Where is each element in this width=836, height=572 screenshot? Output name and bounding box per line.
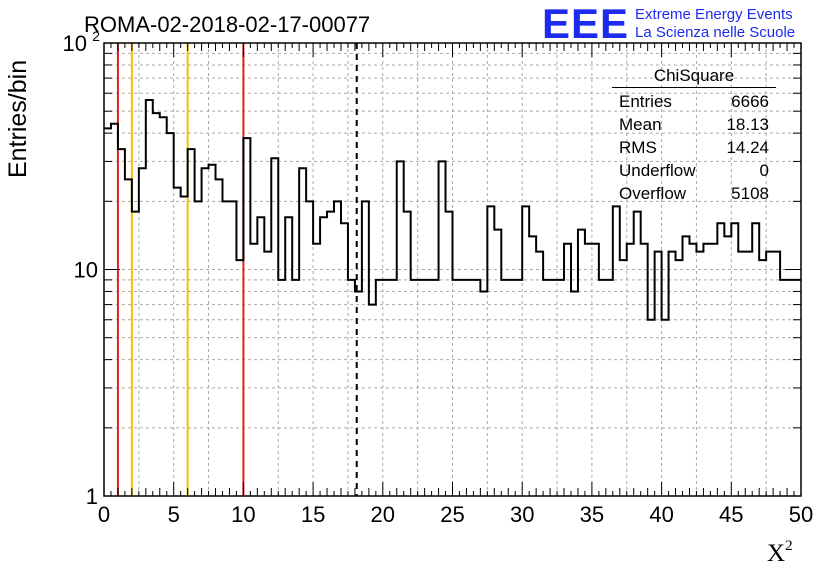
x-tick-label: 35 [580,502,604,527]
stats-value: 0 [759,161,769,180]
logo-text: Extreme Energy Events La Scienza nelle S… [635,6,795,42]
x-tick-label: 45 [719,502,743,527]
stats-label: Mean [619,115,662,134]
stats-value: 14.24 [726,138,769,157]
y-tick-label: 10 [74,258,98,283]
y-tick-label: 10 [63,31,87,56]
stats-value: 18.13 [726,115,769,134]
y-axis-label: Entries/bin [4,59,32,178]
histogram-series [104,99,801,321]
stats-value: 5108 [731,184,769,203]
stats-label: Overflow [619,184,687,203]
eee-logo: EEE Extreme Energy Events La Scienza nel… [542,2,795,46]
logo-line2: La Scienza nelle Scuole [635,24,796,41]
stats-row: Entries 6666 [612,90,776,113]
x-tick-label: 10 [231,502,255,527]
stats-value: 6666 [731,92,769,111]
x-axis-label-superscript: 2 [785,538,793,554]
x-tick-label: 50 [789,502,813,527]
logo-letters: EEE [542,0,630,47]
stats-row: Mean 18.13 [612,113,776,136]
x-tick-label: 0 [98,502,110,527]
y-tick-label: 1 [86,484,98,509]
logo-line1: Extreme Energy Events [635,6,793,23]
x-axis-title: X2 [767,538,793,568]
x-axis-label: X [767,540,786,567]
x-tick-label: 40 [649,502,673,527]
x-tick-label: 5 [168,502,180,527]
stats-label: RMS [619,138,657,157]
x-tick-label: 15 [301,502,325,527]
stats-label: Underflow [619,161,696,180]
stats-row: RMS 14.24 [612,136,776,159]
x-tick-label: 25 [440,502,464,527]
stats-box: ChiSquare Entries 6666 Mean 18.13 RMS 14.24… [612,66,776,205]
stats-row: Overflow 5108 [612,182,776,205]
stats-title: ChiSquare [612,66,776,88]
run-title: ROMA-02-2018-02-17-00077 [84,12,371,37]
y-tick-label-superscript: 2 [92,28,100,44]
stats-label: Entries [619,92,672,111]
x-tick-label: 20 [371,502,395,527]
y-axis-title: Entries/bin [4,60,33,178]
x-tick-label: 30 [510,502,534,527]
stats-row: Underflow 0 [612,159,776,182]
